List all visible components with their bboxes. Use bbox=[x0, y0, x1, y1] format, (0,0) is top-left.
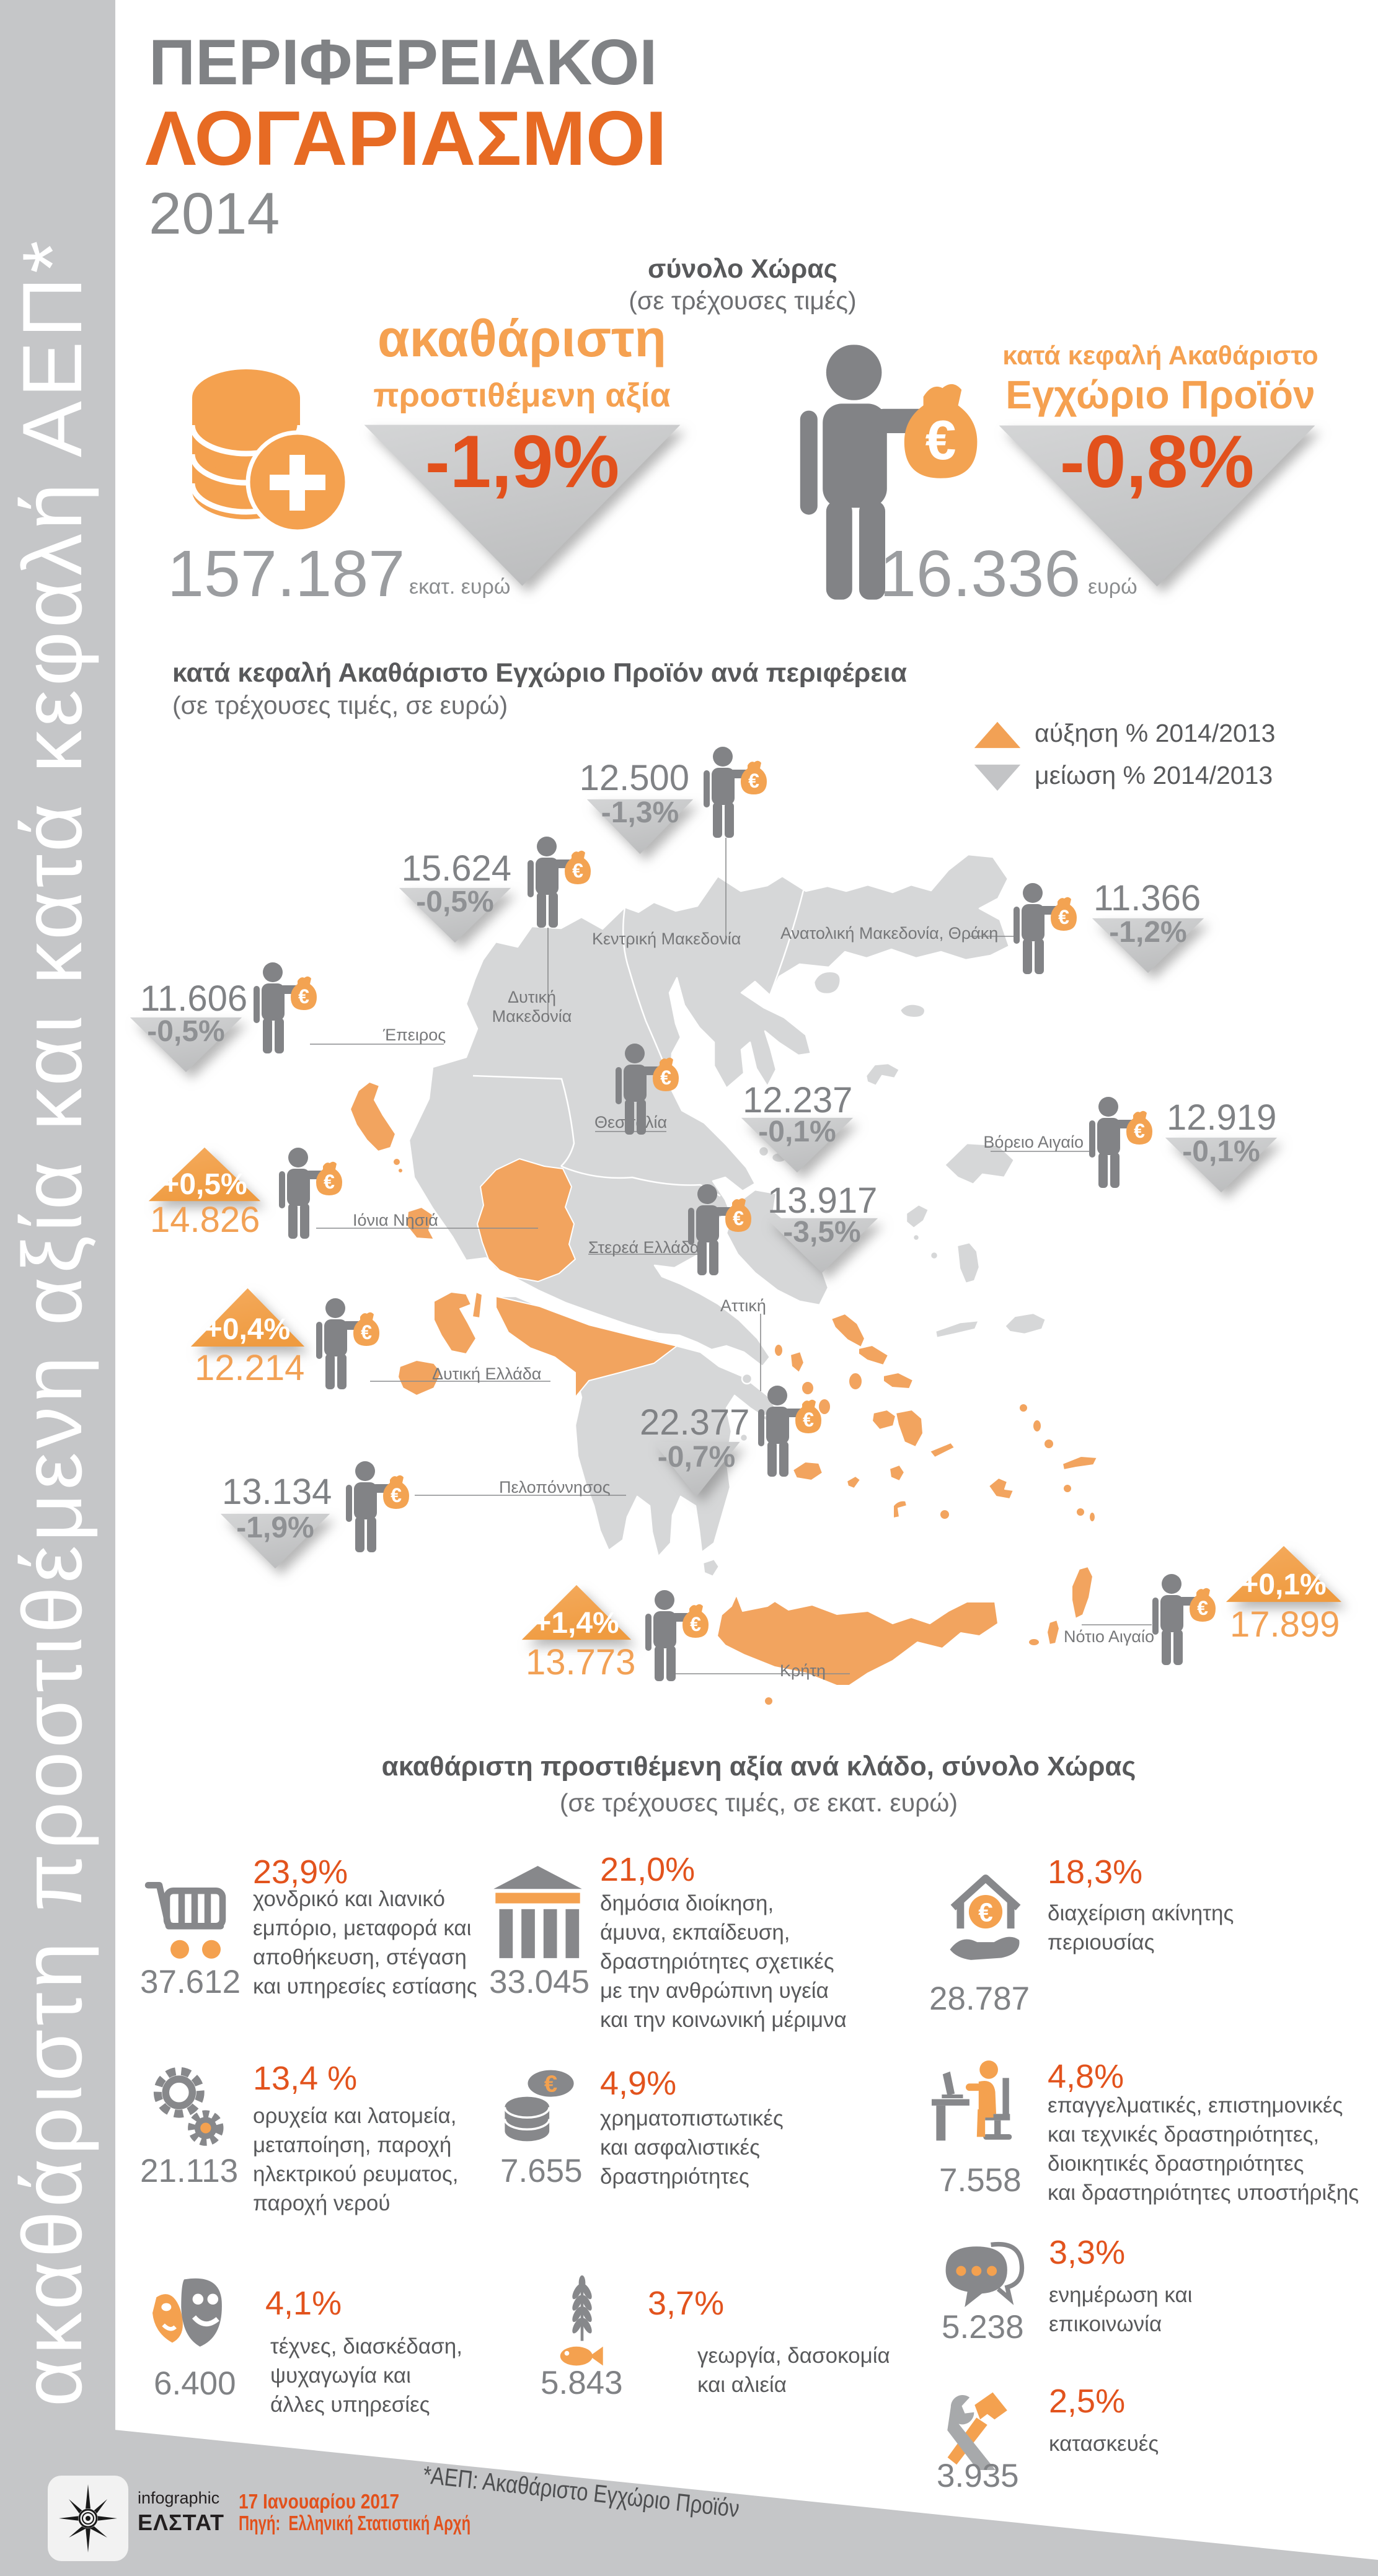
svg-text:Δυτική Ελλάδα: Δυτική Ελλάδα bbox=[432, 1365, 541, 1383]
svg-text:Μακεδονία: Μακεδονία bbox=[492, 1007, 572, 1026]
svg-text:Νότιο Αιγαίο: Νότιο Αιγαίο bbox=[1064, 1627, 1154, 1646]
svg-text:Αττική: Αττική bbox=[720, 1296, 766, 1315]
svg-text:Ανατολική Μακεδονία, Θράκη: Ανατολική Μακεδονία, Θράκη bbox=[780, 924, 998, 943]
svg-text:Κεντρική Μακεδονία: Κεντρική Μακεδονία bbox=[592, 930, 741, 948]
svg-text:Δυτική: Δυτική bbox=[508, 988, 556, 1006]
svg-text:Στερεά Ελλάδα: Στερεά Ελλάδα bbox=[588, 1238, 699, 1257]
svg-text:Πελοπόννησος: Πελοπόννησος bbox=[499, 1478, 611, 1497]
svg-text:€: € bbox=[978, 1897, 993, 1927]
svg-text:Έπειρος: Έπειρος bbox=[382, 1026, 446, 1044]
svg-text:€: € bbox=[544, 2070, 557, 2097]
svg-text:Βόρειο Αιγαίο: Βόρειο Αιγαίο bbox=[983, 1133, 1084, 1151]
svg-text:Κρήτη: Κρήτη bbox=[780, 1661, 826, 1680]
svg-text:Ιόνια Νησιά: Ιόνια Νησιά bbox=[353, 1211, 438, 1229]
